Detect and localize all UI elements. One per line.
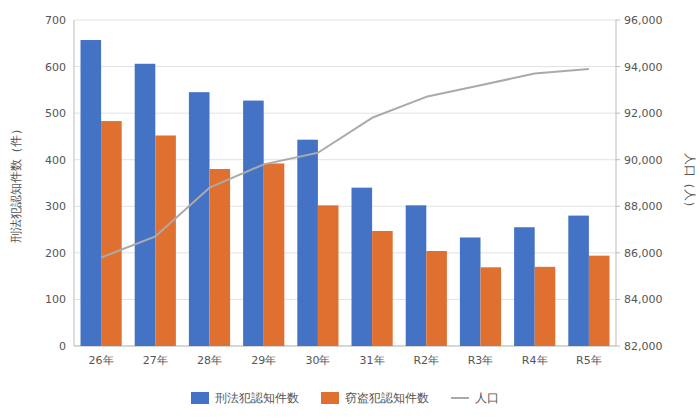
bar	[589, 256, 610, 346]
y2-tick	[616, 66, 620, 67]
bar	[189, 92, 210, 346]
bar	[155, 135, 176, 346]
bar	[352, 188, 373, 346]
y2-tick	[616, 252, 620, 253]
y2-tick-label: 88,000	[624, 200, 663, 213]
grid-line	[74, 20, 616, 21]
y2-tick	[616, 206, 620, 207]
y2-tick-label: 90,000	[624, 154, 663, 167]
bar	[535, 267, 556, 346]
legend-swatch	[451, 397, 469, 399]
bar	[101, 121, 122, 346]
bar	[81, 40, 102, 346]
y2-tick-label: 84,000	[624, 293, 663, 306]
y2-tick	[616, 299, 620, 300]
y-tick-label: 0	[59, 340, 66, 353]
bar	[318, 205, 339, 346]
legend-item: 窃盗犯認知件数	[321, 391, 429, 405]
legend-swatch	[191, 392, 209, 404]
x-tick-label: R4年	[522, 354, 548, 367]
x-tick-label: R3年	[468, 354, 494, 367]
y2-tick-label: 96,000	[624, 14, 663, 27]
legend-label: 刑法犯認知件数	[215, 391, 299, 405]
bar	[210, 169, 231, 346]
y-tick-label: 500	[45, 107, 66, 120]
x-tick-label: 27年	[143, 354, 168, 367]
legend: 刑法犯認知件数 窃盗犯認知件数 人口	[191, 391, 499, 405]
y2-tick	[616, 113, 620, 114]
bar	[243, 101, 264, 346]
grid-line	[74, 66, 616, 67]
y2-tick	[616, 20, 620, 21]
y2-axis-line	[616, 20, 617, 346]
y2-axis-title: 人口（人）	[683, 153, 697, 213]
marks	[81, 40, 610, 346]
y2-tick-label: 86,000	[624, 247, 663, 260]
y-tick-label: 400	[45, 154, 66, 167]
axes: 0 100 200 300 400 500 600 700 82,000 84,000 86,000…	[45, 14, 663, 367]
x-tick-label: 31年	[360, 354, 385, 367]
x-tick-label: 26年	[89, 354, 114, 367]
bar	[406, 205, 427, 346]
y2-tick	[616, 159, 620, 160]
y2-tick-label: 92,000	[624, 107, 663, 120]
bar	[264, 163, 285, 346]
y-tick-label: 300	[45, 200, 66, 213]
legend-label: 人口	[475, 391, 499, 405]
legend-item: 人口	[451, 391, 499, 405]
y-tick-label: 200	[45, 247, 66, 260]
y-axis-title: 刑法犯認知件数（件）	[9, 123, 23, 243]
x-tick-label: R5年	[576, 354, 602, 367]
y2-tick	[616, 346, 620, 347]
legend-item: 刑法犯認知件数	[191, 391, 299, 405]
bar	[426, 251, 447, 346]
bar	[460, 237, 481, 346]
grid	[74, 20, 616, 346]
line	[101, 69, 589, 258]
legend-label: 窃盗犯認知件数	[345, 391, 429, 405]
y2-tick-label: 94,000	[624, 61, 663, 74]
x-tick-label: 29年	[251, 354, 276, 367]
x-tick-label: R2年	[413, 354, 439, 367]
bar	[481, 267, 502, 346]
bar	[568, 216, 589, 346]
bar	[372, 231, 393, 346]
grid-line	[74, 113, 616, 114]
legend-swatch	[321, 392, 339, 404]
y2-tick-label: 82,000	[624, 340, 663, 353]
bar	[297, 140, 318, 346]
y-tick-label: 600	[45, 61, 66, 74]
y-tick-label: 100	[45, 293, 66, 306]
bar	[514, 227, 535, 346]
bar	[135, 64, 156, 346]
x-tick-label: 28年	[197, 354, 222, 367]
y-axis-line	[74, 20, 75, 346]
y-tick-label: 700	[45, 14, 66, 27]
x-tick-label: 30年	[305, 354, 330, 367]
chart: 0 100 200 300 400 500 600 700 82,000 84,000 86,000…	[0, 0, 700, 420]
